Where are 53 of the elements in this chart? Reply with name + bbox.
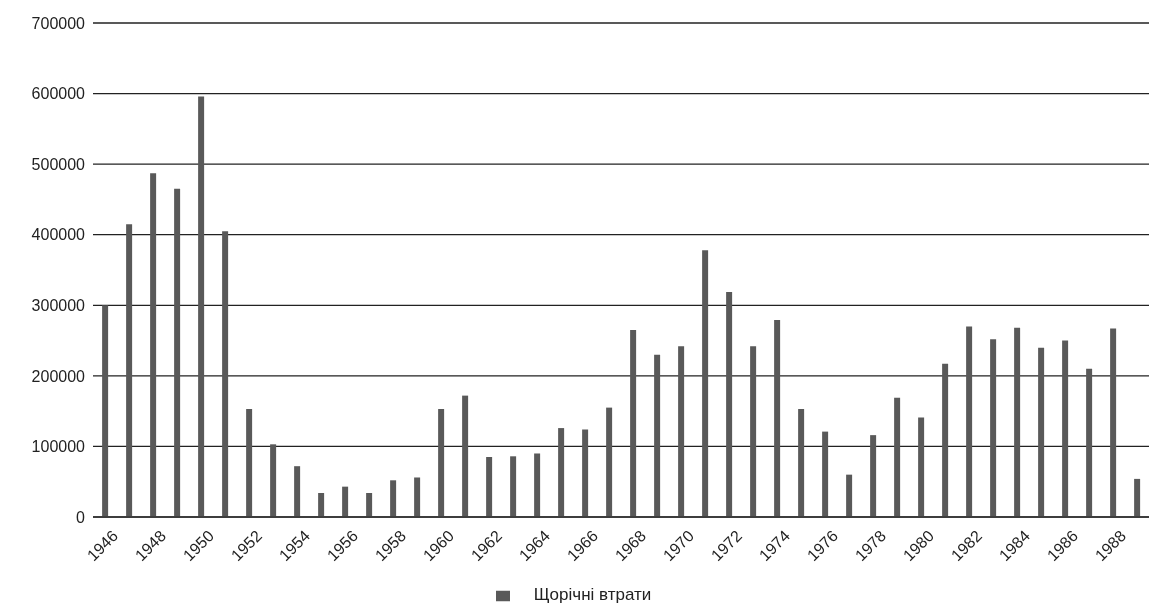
bar — [846, 474, 853, 517]
bar — [894, 397, 901, 517]
y-tick-label: 100000 — [31, 438, 86, 456]
bar — [678, 346, 685, 517]
bar — [798, 409, 805, 517]
bar — [1038, 347, 1045, 517]
bar — [486, 457, 493, 517]
bar — [558, 428, 565, 517]
bar — [126, 224, 133, 517]
y-tick-label: 200000 — [31, 367, 86, 385]
y-tick-label: 400000 — [31, 226, 86, 244]
bar — [654, 354, 661, 517]
bar — [918, 417, 925, 517]
bar — [102, 305, 109, 517]
bar — [702, 250, 709, 517]
bar — [174, 188, 181, 517]
bar — [270, 444, 277, 517]
bar — [726, 291, 733, 517]
bar — [366, 493, 373, 517]
y-tick-label: 700000 — [31, 14, 86, 32]
bar — [1134, 478, 1141, 517]
bar — [414, 477, 421, 517]
y-tick-label: 0 — [76, 508, 86, 526]
bar — [222, 231, 229, 517]
bar — [942, 363, 949, 517]
bar — [294, 466, 301, 517]
bar — [198, 96, 205, 517]
bar — [438, 409, 445, 517]
bar — [582, 429, 589, 517]
y-tick-label: 600000 — [31, 85, 86, 103]
bar — [318, 493, 325, 517]
bar — [390, 480, 397, 517]
bar — [534, 453, 541, 517]
bar — [750, 346, 757, 517]
bar — [966, 326, 973, 517]
bar — [462, 395, 469, 517]
bar — [630, 329, 637, 517]
bar — [990, 339, 997, 517]
bar — [1062, 340, 1069, 517]
bar — [822, 431, 829, 517]
y-tick-label: 500000 — [31, 155, 86, 173]
bar — [510, 456, 517, 517]
y-tick-label: 300000 — [31, 296, 86, 314]
bar — [1014, 327, 1021, 517]
bar — [246, 409, 253, 517]
bar — [870, 435, 877, 517]
bar — [606, 407, 613, 517]
legend-label: Щорічні втрати — [533, 585, 652, 604]
bar — [1110, 328, 1117, 517]
bar — [150, 173, 157, 517]
bar — [342, 486, 349, 517]
bar — [774, 320, 781, 517]
bar — [1086, 368, 1093, 517]
